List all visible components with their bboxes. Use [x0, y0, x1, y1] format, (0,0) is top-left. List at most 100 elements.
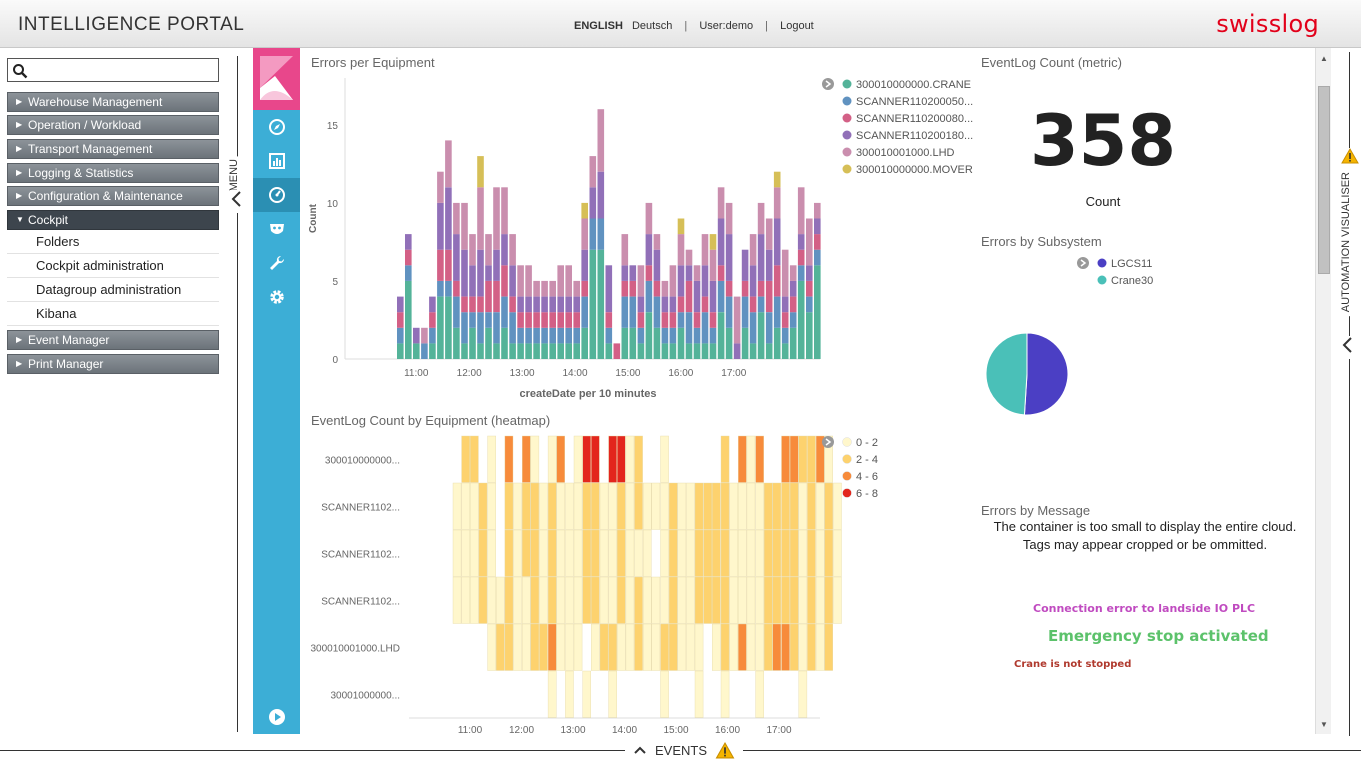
legend-entry[interactable]: SCANNER110200080... [856, 113, 973, 125]
bar-segment [525, 343, 532, 359]
heatmap-cell [720, 529, 730, 577]
menu-item-operation-workload[interactable]: ▶ Operation / Workload [7, 115, 219, 135]
cloud-tag[interactable]: Crane is not stopped [1014, 659, 1132, 670]
heatmap-cell [824, 435, 834, 483]
legend-toggle-icon[interactable] [822, 436, 834, 448]
heatmap-cell [530, 529, 540, 577]
legend-entry[interactable]: 300010000000.CRANE [856, 79, 971, 91]
x-tick-label: 14:00 [563, 368, 588, 379]
bar-segment [477, 249, 484, 297]
legend-toggle-icon[interactable] [1077, 257, 1089, 269]
bar-segment [765, 312, 773, 344]
heatmap-cell [591, 435, 600, 483]
pie-slice[interactable] [985, 332, 1028, 416]
discover-icon[interactable] [253, 110, 300, 144]
bar-segment [589, 249, 597, 359]
legend-entry[interactable]: SCANNER110200050... [856, 96, 973, 108]
dashboard-main: Errors per Equipment 0 5 10 15 Count 11:00 12:… [303, 48, 1315, 734]
menu-item-configuration-maintenance[interactable]: ▶ Configuration & Maintenance [7, 186, 219, 206]
bar-segment [653, 234, 661, 250]
panel-title-errors-per-equipment: Errors per Equipment [311, 55, 435, 70]
legend-entry[interactable]: LGCS11 [1111, 258, 1152, 270]
cloud-tag[interactable]: Emergency stop activated [1048, 627, 1269, 645]
search-input[interactable] [32, 61, 214, 79]
heatmap-cell [729, 482, 738, 530]
submenu-datagroup-administration[interactable]: Datagroup administration [7, 278, 219, 302]
menu-toggle[interactable]: MENU [226, 48, 248, 738]
legend-entry[interactable]: Crane30 [1111, 275, 1153, 287]
user-label[interactable]: User:demo [699, 20, 754, 32]
heatmap-cell [599, 623, 609, 671]
kibana-logo-icon[interactable] [253, 48, 300, 110]
heatmap-cell [608, 670, 617, 718]
bar-segment [677, 234, 685, 266]
bar-segment [533, 296, 540, 313]
legend-entry[interactable]: 0 - 2 [856, 437, 878, 449]
chevron-left-icon[interactable] [1341, 336, 1355, 359]
lang-english-link[interactable]: ENGLISH [574, 20, 623, 32]
heatmap-cell [539, 482, 548, 530]
menu-item-print-manager[interactable]: ▶ Print Manager [7, 354, 219, 374]
dashboard-icon[interactable] [253, 178, 300, 212]
cloud-tag[interactable]: Connection error to landside IO PLC [1033, 602, 1256, 615]
automation-visualiser-panel[interactable]: AUTOMATION VISUALISER [1331, 48, 1361, 738]
menu-item-event-manager[interactable]: ▶ Event Manager [7, 330, 219, 350]
lang-deutsch-link[interactable]: Deutsch [631, 20, 673, 32]
submenu-folders[interactable]: Folders [7, 230, 219, 254]
vertical-scrollbar[interactable]: ▲ ▼ [1315, 48, 1331, 734]
menu-item-transport-management[interactable]: ▶ Transport Management [7, 139, 219, 159]
pie-slice[interactable] [1023, 332, 1069, 416]
legend-entry[interactable]: 4 - 6 [856, 471, 878, 483]
scroll-down-icon[interactable]: ▼ [1320, 720, 1328, 729]
bar-segment [773, 218, 781, 266]
heatmap-cell [815, 623, 825, 671]
heatmap-cell [781, 576, 790, 624]
events-toggle-button[interactable]: EVENTS [625, 738, 744, 762]
caret-right-icon: ▶ [16, 120, 23, 129]
logout-link[interactable]: Logout [780, 20, 814, 32]
heatmap-cell [798, 529, 808, 577]
timelion-icon[interactable] [253, 212, 300, 246]
bar-segment [565, 265, 572, 297]
legend-entry[interactable]: 6 - 8 [856, 488, 878, 500]
bar-segment [765, 249, 773, 281]
heatmap-cell [487, 576, 496, 624]
bar-segment [517, 296, 524, 313]
bar-segment [445, 140, 452, 188]
search-box[interactable] [7, 58, 219, 82]
heatmap-cell [513, 576, 522, 624]
automation-visualiser-label[interactable]: AUTOMATION VISUALISER [1340, 168, 1352, 317]
dev-tools-icon[interactable] [253, 246, 300, 280]
menu-item-cockpit[interactable]: ▼ Cockpit [7, 210, 219, 230]
legend-entry[interactable]: 300010001000.LHD [856, 147, 955, 159]
heatmap-cell [608, 529, 617, 577]
separator: | [684, 20, 688, 32]
collapse-play-icon[interactable] [253, 700, 300, 734]
chevron-left-icon[interactable] [230, 190, 244, 213]
submenu-cockpit-administration[interactable]: Cockpit administration [7, 254, 219, 278]
menu-item-logging-statistics[interactable]: ▶ Logging & Statistics [7, 163, 219, 183]
submenu-kibana[interactable]: Kibana [7, 302, 219, 326]
heatmap-cell [729, 576, 738, 624]
scroll-thumb[interactable] [1318, 86, 1330, 274]
heatmap-cell [556, 529, 565, 577]
heatmap-cell [677, 529, 687, 577]
heatmap-cell [720, 670, 730, 718]
management-icon[interactable] [253, 280, 300, 314]
cloud-warning-line: The container is too small to display th… [993, 519, 1297, 534]
legend-entry[interactable]: 2 - 4 [856, 454, 878, 466]
legend-entry[interactable]: 300010000000.MOVER [856, 164, 973, 176]
legend-toggle-icon[interactable] [822, 78, 834, 90]
legend-entry[interactable]: SCANNER110200180... [856, 130, 973, 142]
bar-segment [429, 327, 436, 344]
bar-segment [493, 343, 500, 359]
bar-segment [445, 249, 452, 281]
scroll-up-icon[interactable]: ▲ [1320, 54, 1328, 63]
heatmap-cell [556, 576, 565, 624]
menu-toggle-label[interactable]: MENU [228, 156, 248, 195]
menu-item-warehouse-management[interactable]: ▶ Warehouse Management [7, 92, 219, 112]
visualize-icon[interactable] [253, 144, 300, 178]
bar-segment [501, 327, 508, 359]
bar-segment [725, 296, 733, 328]
heatmap-cell [712, 529, 721, 577]
